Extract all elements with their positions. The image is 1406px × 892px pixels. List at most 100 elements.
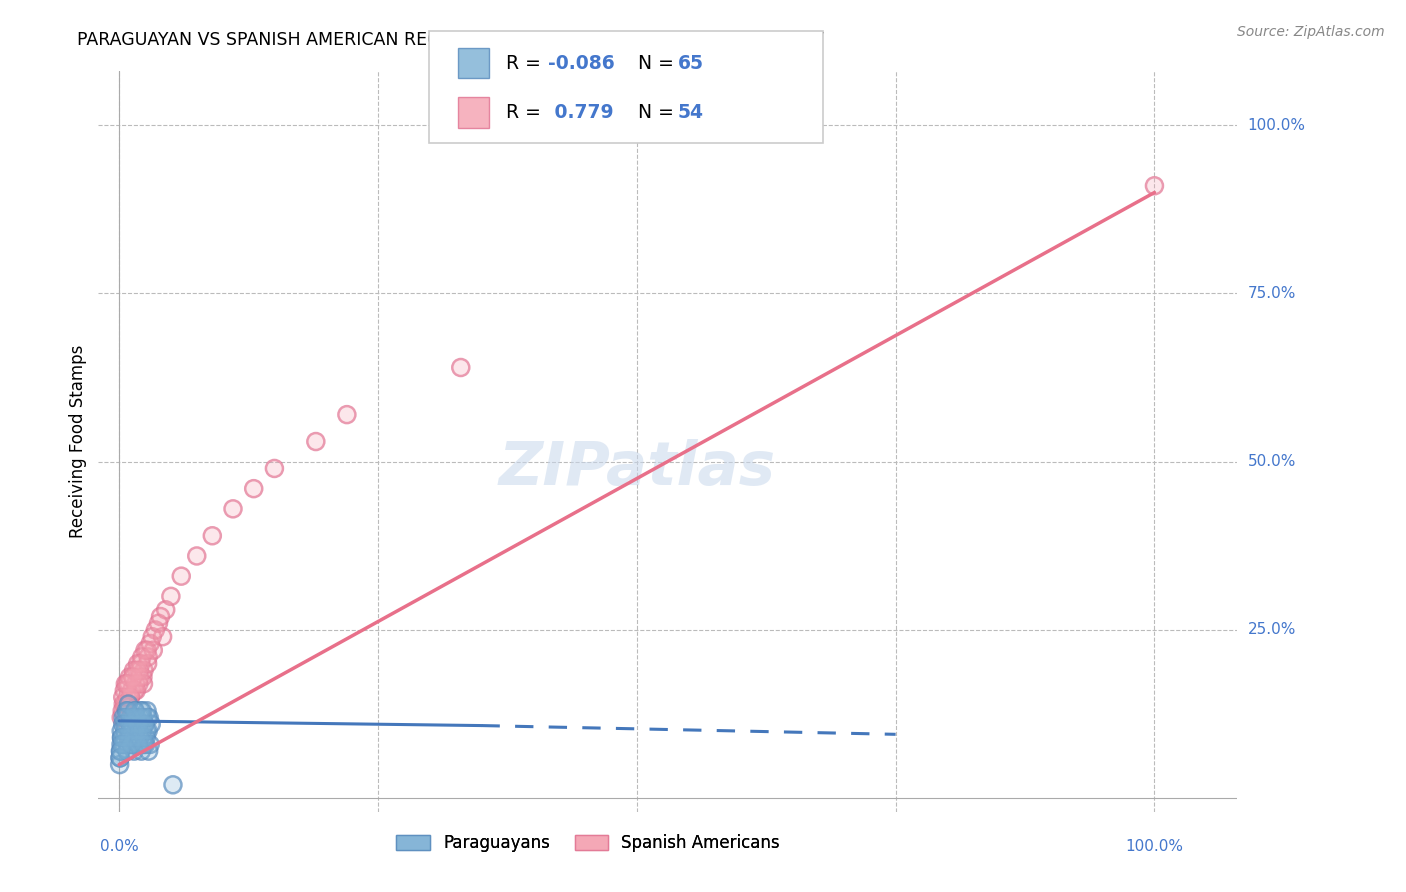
Point bbox=[136, 643, 159, 657]
Text: N =: N = bbox=[626, 103, 679, 122]
Text: 65: 65 bbox=[678, 54, 703, 73]
Point bbox=[117, 677, 139, 691]
Point bbox=[136, 710, 159, 724]
Point bbox=[121, 670, 143, 684]
Point bbox=[128, 670, 150, 684]
Point bbox=[160, 590, 183, 604]
Point bbox=[132, 738, 155, 752]
Point bbox=[242, 482, 264, 496]
Point bbox=[125, 664, 148, 678]
Text: 0.779: 0.779 bbox=[548, 103, 614, 122]
Point bbox=[132, 710, 155, 724]
Point bbox=[122, 744, 145, 758]
Point bbox=[136, 643, 159, 657]
Point bbox=[117, 744, 139, 758]
Point bbox=[134, 717, 156, 731]
Point bbox=[112, 697, 135, 711]
Text: 100.0%: 100.0% bbox=[1125, 838, 1184, 854]
Point bbox=[201, 529, 224, 543]
Point bbox=[132, 710, 155, 724]
Point bbox=[110, 723, 132, 738]
Point bbox=[134, 643, 156, 657]
Point bbox=[117, 704, 139, 718]
Point bbox=[129, 710, 152, 724]
Point bbox=[128, 664, 150, 678]
Point bbox=[132, 731, 155, 745]
Point bbox=[110, 744, 132, 758]
Point bbox=[131, 704, 153, 718]
Text: 0.0%: 0.0% bbox=[100, 838, 139, 854]
Point bbox=[136, 723, 159, 738]
Point bbox=[114, 717, 136, 731]
Point bbox=[305, 434, 328, 449]
Point bbox=[112, 731, 135, 745]
Text: R =: R = bbox=[506, 103, 547, 122]
Point bbox=[122, 710, 145, 724]
Point bbox=[131, 649, 153, 664]
Point bbox=[112, 683, 135, 698]
Point bbox=[110, 731, 132, 745]
Point bbox=[128, 670, 150, 684]
Point bbox=[125, 731, 148, 745]
Point bbox=[121, 670, 143, 684]
Point bbox=[186, 549, 208, 563]
Point bbox=[128, 677, 150, 691]
Point bbox=[128, 717, 150, 731]
Point bbox=[162, 778, 184, 792]
Point bbox=[141, 630, 163, 644]
Point bbox=[117, 697, 139, 711]
Point bbox=[170, 569, 193, 583]
Point bbox=[263, 461, 285, 475]
Point bbox=[114, 723, 136, 738]
Point bbox=[149, 609, 172, 624]
Point bbox=[115, 697, 138, 711]
Point bbox=[128, 731, 150, 745]
Point bbox=[162, 778, 184, 792]
Point bbox=[131, 649, 153, 664]
Point bbox=[118, 731, 141, 745]
Point bbox=[155, 603, 177, 617]
Point bbox=[128, 731, 150, 745]
Point bbox=[110, 723, 132, 738]
Point bbox=[242, 482, 264, 496]
Point bbox=[134, 717, 156, 731]
Point bbox=[114, 677, 136, 691]
Point bbox=[115, 677, 138, 691]
Point bbox=[117, 677, 139, 691]
Point bbox=[112, 683, 135, 698]
Point bbox=[127, 738, 149, 752]
Point bbox=[134, 643, 156, 657]
Point bbox=[129, 657, 152, 671]
Point bbox=[114, 677, 136, 691]
Point bbox=[111, 690, 134, 705]
Point bbox=[136, 649, 159, 664]
Point bbox=[117, 690, 139, 705]
Point bbox=[132, 677, 155, 691]
Text: PARAGUAYAN VS SPANISH AMERICAN RECEIVING FOOD STAMPS CORRELATION CHART: PARAGUAYAN VS SPANISH AMERICAN RECEIVING… bbox=[77, 31, 824, 49]
Point bbox=[120, 710, 142, 724]
Point bbox=[112, 738, 135, 752]
Point bbox=[117, 690, 139, 705]
Point bbox=[114, 717, 136, 731]
Point bbox=[118, 670, 141, 684]
Point bbox=[132, 664, 155, 678]
Point bbox=[122, 664, 145, 678]
Point bbox=[122, 731, 145, 745]
Point bbox=[128, 723, 150, 738]
Point bbox=[135, 738, 157, 752]
Point bbox=[136, 657, 159, 671]
Text: 50.0%: 50.0% bbox=[1247, 454, 1296, 469]
Point bbox=[127, 657, 149, 671]
Point bbox=[138, 744, 160, 758]
Point bbox=[222, 501, 245, 516]
Point bbox=[120, 690, 142, 705]
Point bbox=[127, 738, 149, 752]
Point bbox=[114, 697, 136, 711]
Point bbox=[118, 670, 141, 684]
Point bbox=[118, 723, 141, 738]
Point bbox=[305, 434, 328, 449]
Point bbox=[122, 710, 145, 724]
Point bbox=[142, 643, 165, 657]
Point bbox=[201, 529, 224, 543]
Y-axis label: Receiving Food Stamps: Receiving Food Stamps bbox=[69, 345, 87, 538]
